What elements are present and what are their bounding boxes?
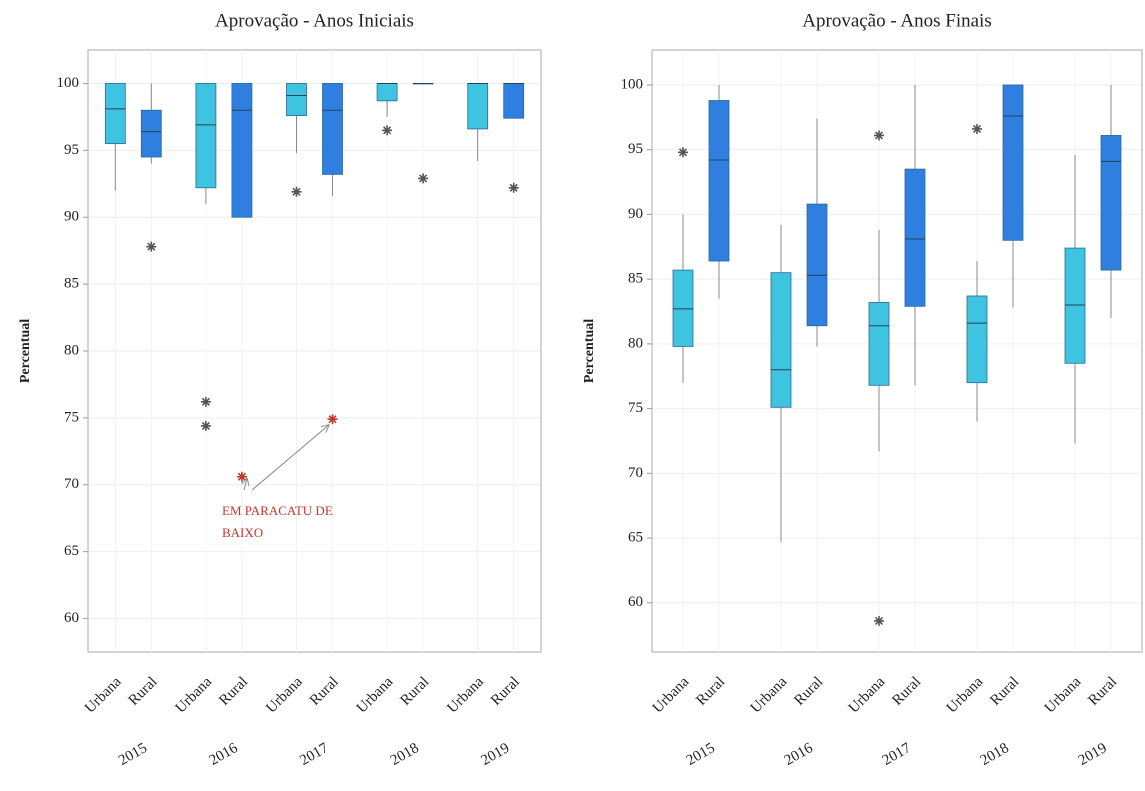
plot-frame	[651, 49, 1143, 653]
outlier	[508, 182, 519, 193]
outlier	[327, 414, 338, 425]
annotation: EM PARACATU DE	[222, 503, 333, 518]
year-label: 2016	[782, 740, 816, 769]
x-tick-label: Rural	[1085, 674, 1120, 709]
year-label: 2018	[388, 740, 422, 769]
box	[467, 83, 489, 130]
box	[503, 83, 525, 119]
box	[672, 269, 694, 347]
y-tick-label: 95	[64, 142, 79, 158]
outlier	[874, 130, 884, 141]
outlier	[236, 471, 247, 482]
y-tick-label: 85	[64, 276, 79, 292]
outlier	[874, 615, 884, 626]
outlier	[146, 241, 157, 252]
annotation-arrow	[244, 479, 247, 491]
x-tick-label: Urbana	[846, 674, 889, 717]
x-tick-label: Urbana	[173, 674, 216, 717]
outlier	[382, 125, 393, 136]
x-tick-label: Rural	[693, 674, 728, 709]
y-tick-label: 60	[628, 594, 643, 610]
y-tick-label: 60	[64, 610, 79, 626]
y-tick-label: 95	[628, 141, 643, 157]
box	[1002, 84, 1024, 241]
annotation: BAIXO	[222, 525, 263, 540]
year-label: 2019	[1076, 740, 1110, 769]
year-label: 2017	[297, 740, 331, 769]
x-tick-label: Rural	[889, 674, 924, 709]
year-label: 2016	[207, 740, 241, 769]
box	[140, 109, 162, 158]
box	[104, 83, 126, 145]
x-tick-label: Rural	[987, 674, 1022, 709]
outlier	[291, 186, 302, 197]
chart-title: Aprovação - Anos Finais	[802, 10, 991, 31]
y-tick-label: 75	[64, 409, 79, 425]
y-tick-label: 70	[64, 476, 79, 492]
year-label: 2017	[880, 740, 914, 769]
x-tick-label: Rural	[397, 674, 432, 709]
y-tick-label: 90	[628, 206, 643, 222]
box	[286, 83, 307, 116]
box	[904, 168, 926, 307]
y-tick-label: 90	[64, 209, 79, 225]
x-tick-label: Rural	[216, 674, 251, 709]
box	[231, 83, 253, 218]
box	[770, 272, 792, 408]
y-tick-label: 100	[621, 76, 644, 92]
x-tick-label: Urbana	[444, 674, 487, 717]
x-tick-label: Rural	[307, 674, 342, 709]
box	[966, 295, 988, 384]
outlier	[972, 123, 982, 134]
year-label: 2015	[116, 740, 150, 769]
y-tick-label: 85	[628, 271, 643, 287]
x-tick-label: Urbana	[748, 674, 791, 717]
y-axis-label: Percentual	[582, 319, 597, 383]
box	[195, 83, 217, 189]
y-tick-label: 80	[64, 342, 79, 358]
x-tick-label: Urbana	[1042, 674, 1085, 717]
annotation-arrow	[251, 425, 329, 491]
box	[806, 203, 828, 327]
y-tick-label: 65	[64, 543, 79, 559]
box	[1064, 247, 1086, 364]
x-tick-label: Urbana	[650, 674, 693, 717]
box	[868, 302, 890, 386]
box	[1100, 135, 1122, 271]
x-tick-label: Rural	[126, 674, 161, 709]
x-tick-label: Rural	[488, 674, 523, 709]
x-tick-label: Rural	[791, 674, 826, 709]
x-tick-label: Urbana	[354, 674, 397, 717]
outlier	[200, 420, 211, 431]
y-tick-label: 80	[628, 335, 643, 351]
x-tick-label: Urbana	[263, 674, 306, 717]
y-tick-label: 70	[628, 465, 643, 481]
chart-title: Aprovação - Anos Iniciais	[215, 10, 414, 31]
y-tick-label: 65	[628, 530, 643, 546]
year-label: 2018	[978, 740, 1012, 769]
outlier	[418, 173, 429, 184]
x-tick-label: Urbana	[82, 674, 125, 717]
outlier	[678, 147, 688, 158]
year-label: 2019	[478, 740, 512, 769]
plot-frame	[87, 49, 542, 653]
box	[322, 83, 343, 175]
year-label: 2015	[684, 740, 718, 769]
y-tick-label: 100	[57, 75, 80, 91]
y-axis-label: Percentual	[18, 319, 33, 383]
y-tick-label: 75	[628, 400, 643, 416]
outlier	[200, 396, 211, 407]
box	[376, 83, 398, 102]
box	[708, 100, 730, 262]
x-tick-label: Urbana	[944, 674, 987, 717]
